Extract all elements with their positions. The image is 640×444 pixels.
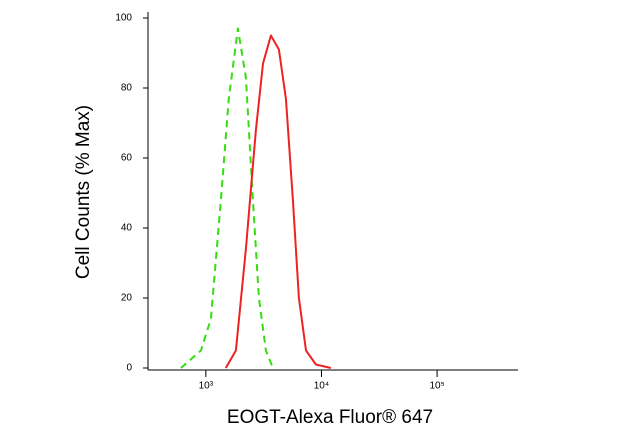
y-tick-label: 100 [115,13,132,24]
x-axis-title: EOGT-Alexa Fluor® 647 [227,407,433,428]
y-axis-title: Cell Counts (% Max) [73,105,94,279]
x-tick-label: 10⁵ [429,381,444,392]
series-line [224,34,332,369]
x-tick-label: 10³ [199,381,214,392]
y-tick-label: 20 [121,293,133,304]
x-tick-label: 10⁴ [314,381,329,392]
y-tick-label: 80 [121,83,133,94]
y-tick-label: 40 [121,223,133,234]
series-line [180,27,274,369]
y-tick-label: 0 [126,363,132,374]
y-tick-label: 60 [121,153,133,164]
